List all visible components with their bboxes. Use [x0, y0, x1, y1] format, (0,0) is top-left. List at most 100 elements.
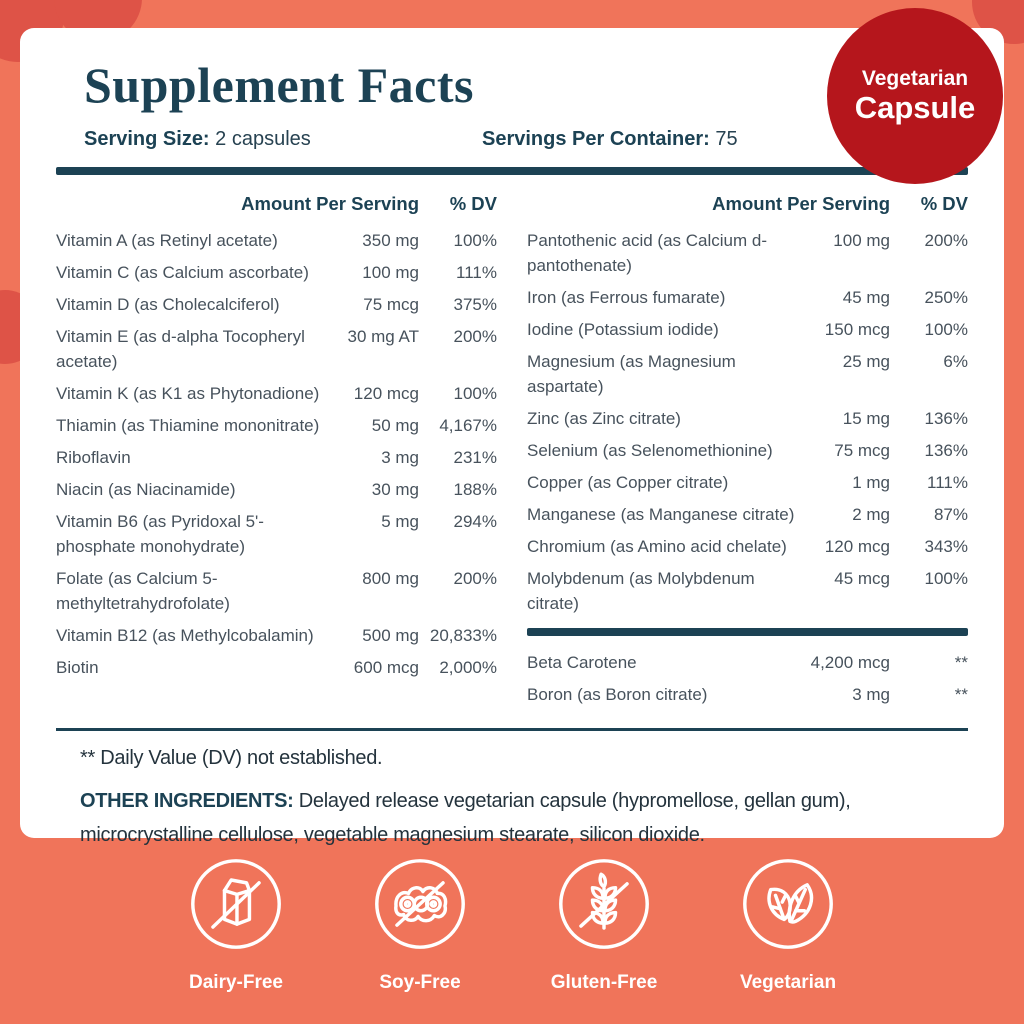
no-dv-section-divider [527, 628, 968, 636]
percent-dv-header: % DV [449, 193, 497, 214]
leaves-icon [743, 859, 833, 949]
page-title: Supplement Facts [84, 57, 474, 113]
nutrient-amount: 25 mg [842, 352, 890, 371]
nutrient-name: Molybdenum (as Molybdenum citrate) [527, 569, 755, 613]
soybean-crossed-icon [375, 859, 465, 949]
servings-per-container: Servings Per Container: 75 [482, 128, 738, 151]
nutrient-name: Folate (as Calcium 5-methyltetrahydrofol… [56, 569, 230, 613]
dv-not-established-note: ** Daily Value (DV) not established. [80, 747, 383, 769]
nutrient-amount: 120 mcg [353, 384, 419, 403]
nutrient-name: Iodine (Potassium iodide) [527, 320, 719, 339]
badge-label: Vegetarian [739, 972, 837, 993]
nutrient-dv: 200% [924, 231, 968, 250]
table-row: Selenium (as Selenomethionine) 75 mcg 13… [527, 438, 968, 463]
badge-line2: Capsule [854, 89, 976, 125]
amount-per-serving-header: Amount Per Serving [712, 193, 890, 214]
nutrient-name: Iron (as Ferrous fumarate) [527, 288, 726, 307]
nutrient-amount: 100 mg [833, 231, 890, 250]
badge-label: Soy-Free [379, 972, 461, 993]
feature-badges-footer: Dairy-Free Soy-Free [0, 856, 1024, 994]
other-ingredients-text: Delayed release vegetarian capsule (hypr… [80, 790, 851, 846]
serving-size-label: Serving Size: [84, 128, 210, 150]
table-row: Zinc (as Zinc citrate) 15 mg 136% [527, 406, 968, 431]
other-ingredients: OTHER INGREDIENTS: Delayed release veget… [80, 784, 910, 852]
soy-free-badge: Soy-Free [372, 856, 468, 994]
servings-per-container-label: Servings Per Container: [482, 128, 710, 150]
nutrient-amount: 30 mg AT [347, 327, 420, 346]
nutrient-dv: 4,167% [439, 416, 497, 435]
nutrient-amount: 4,200 mcg [810, 653, 890, 672]
milk-carton-crossed-icon [191, 859, 281, 949]
nutrient-dv: 188% [453, 480, 497, 499]
nutrient-amount: 800 mg [362, 569, 419, 588]
nutrient-dv: 111% [927, 473, 968, 492]
nutrient-name: Niacin (as Niacinamide) [56, 480, 236, 499]
footnotes-divider [56, 728, 968, 731]
nutrient-name: Vitamin B6 (as Pyridoxal 5'-phosphate mo… [56, 512, 264, 556]
nutrient-name: Manganese (as Manganese citrate) [527, 505, 795, 524]
nutrient-name: Riboflavin [56, 448, 131, 467]
serving-size-value: 2 capsules [215, 128, 311, 150]
nutrients-column-left: Amount Per Serving % DV Vitamin A (as Re… [56, 193, 497, 714]
nutrient-amount: 30 mg [371, 480, 419, 499]
nutrient-dv: 100% [453, 231, 497, 250]
other-ingredients-label: OTHER INGREDIENTS: [80, 790, 294, 812]
nutrient-dv: 375% [453, 295, 497, 314]
table-row: Vitamin E (as d-alpha Tocopheryl acetate… [56, 324, 497, 374]
table-row: Vitamin A (as Retinyl acetate) 350 mg 10… [56, 228, 497, 253]
table-row: Niacin (as Niacinamide) 30 mg 188% [56, 477, 497, 502]
nutrient-name: Vitamin E (as d-alpha Tocopheryl acetate… [56, 327, 305, 371]
serving-info-line: Serving Size: 2 capsules Servings Per Co… [56, 128, 968, 151]
badge-label: Gluten-Free [550, 972, 658, 993]
nutrient-amount: 75 mcg [363, 295, 419, 314]
nutrient-name: Vitamin D (as Cholecalciferol) [56, 295, 280, 314]
nutrient-dv: 100% [924, 569, 968, 588]
nutrient-amount: 15 mg [842, 409, 890, 428]
nutrient-amount: 150 mcg [824, 320, 890, 339]
table-row: Pantothenic acid (as Calcium d-pantothen… [527, 228, 968, 278]
nutrient-name: Chromium (as Amino acid chelate) [527, 537, 787, 556]
nutrient-name: Vitamin A (as Retinyl acetate) [56, 231, 278, 250]
nutrient-dv: 231% [453, 448, 497, 467]
dairy-free-badge: Dairy-Free [188, 856, 284, 994]
table-row: Vitamin B12 (as Methylcobalamin) 500 mg … [56, 623, 497, 648]
table-row: Thiamin (as Thiamine mononitrate) 50 mg … [56, 413, 497, 438]
table-row: Boron (as Boron citrate) 3 mg ** [527, 682, 968, 707]
footnotes: ** Daily Value (DV) not established. OTH… [80, 747, 968, 852]
nutrient-amount: 45 mg [842, 288, 890, 307]
nutrient-amount: 120 mcg [824, 537, 890, 556]
nutrient-amount: 50 mg [371, 416, 419, 435]
nutrient-amount: 350 mg [362, 231, 419, 250]
nutrient-dv: 100% [924, 320, 968, 339]
table-row: Riboflavin 3 mg 231% [56, 445, 497, 470]
gluten-free-badge: Gluten-Free [551, 856, 657, 994]
nutrient-dv: ** [954, 653, 968, 672]
nutrient-name: Vitamin B12 (as Methylcobalamin) [56, 626, 314, 645]
nutrient-amount: 100 mg [362, 263, 419, 282]
table-row: Manganese (as Manganese citrate) 2 mg 87… [527, 502, 968, 527]
nutrient-dv: 294% [453, 512, 497, 531]
serving-size: Serving Size: 2 capsules [84, 128, 482, 151]
nutrient-amount: 3 mg [852, 685, 890, 704]
vegetarian-badge: Vegetarian [740, 856, 836, 994]
column-header: Amount Per Serving % DV [527, 193, 968, 215]
nutrient-amount: 500 mg [362, 626, 419, 645]
header-divider [56, 167, 968, 175]
table-row: Iron (as Ferrous fumarate) 45 mg 250% [527, 285, 968, 310]
nutrient-name: Beta Carotene [527, 653, 637, 672]
nutrient-dv: 111% [456, 263, 497, 282]
table-row: Biotin 600 mcg 2,000% [56, 655, 497, 680]
column-header: Amount Per Serving % DV [56, 193, 497, 215]
amount-per-serving-header: Amount Per Serving [241, 193, 419, 214]
table-row: Vitamin C (as Calcium ascorbate) 100 mg … [56, 260, 497, 285]
nutrient-name: Magnesium (as Magnesium aspartate) [527, 352, 736, 396]
nutrient-dv: 2,000% [439, 658, 497, 677]
nutrient-dv: 200% [453, 569, 497, 588]
vegetarian-capsule-badge: Vegetarian Capsule [827, 8, 1003, 184]
table-row: Vitamin D (as Cholecalciferol) 75 mcg 37… [56, 292, 497, 317]
nutrient-amount: 1 mg [852, 473, 890, 492]
nutrient-dv: 200% [453, 327, 497, 346]
nutrient-amount: 2 mg [852, 505, 890, 524]
nutrient-name: Copper (as Copper citrate) [527, 473, 729, 492]
nutrient-dv: 20,833% [429, 626, 497, 645]
